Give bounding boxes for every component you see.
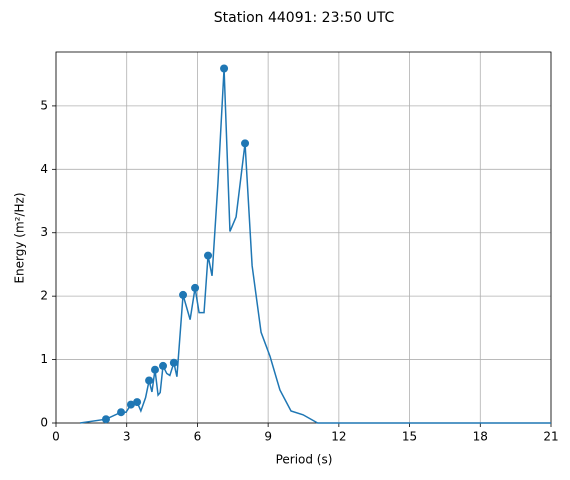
plot-frame — [55, 51, 552, 424]
y-tick-label: 4 — [40, 162, 48, 176]
x-tick-label: 6 — [194, 430, 202, 444]
data-point — [126, 400, 135, 409]
data-point — [145, 376, 154, 385]
x-tick-label: 9 — [264, 430, 272, 444]
y-tick-label: 0 — [40, 416, 48, 430]
data-point — [191, 283, 200, 292]
chart-title: Station 44091: 23:50 UTC — [214, 10, 395, 26]
data-point — [204, 251, 213, 260]
data-point — [151, 365, 159, 374]
data-line — [79, 68, 551, 424]
data-point — [169, 358, 178, 367]
x-tick-label: 15 — [402, 430, 417, 444]
x-tick-label: 3 — [123, 430, 131, 444]
data-point — [241, 139, 250, 148]
data-point — [159, 361, 168, 370]
x-tick-label: 0 — [52, 430, 60, 444]
data-point — [133, 398, 142, 407]
y-tick-label: 2 — [40, 289, 48, 303]
x-tick-label: 18 — [473, 430, 488, 444]
data-point — [179, 290, 188, 299]
data-point — [101, 415, 110, 424]
x-tick-label: 21 — [543, 430, 558, 444]
data-point — [117, 408, 126, 417]
y-tick-label: 3 — [40, 225, 48, 239]
y-tick-label: 1 — [40, 352, 48, 366]
x-tick-label: 12 — [331, 430, 346, 444]
x-axis-label: Period (s) — [276, 453, 333, 467]
y-axis-label: Energy (m²/Hz) — [13, 192, 27, 283]
y-tick-label: 5 — [40, 98, 48, 112]
data-point — [220, 64, 229, 73]
